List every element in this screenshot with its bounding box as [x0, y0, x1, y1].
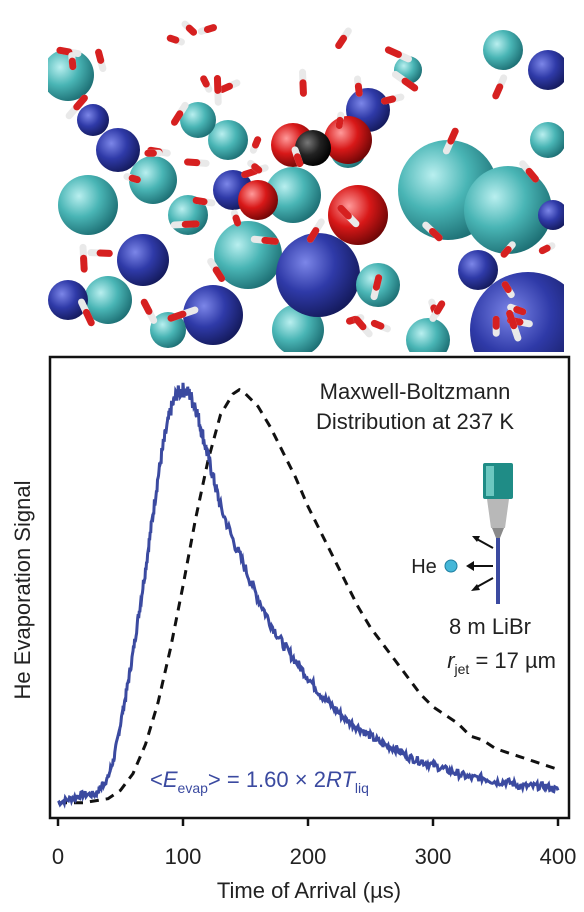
water-molecule [422, 221, 443, 242]
water-molecule [306, 218, 325, 243]
water-molecule [442, 127, 459, 155]
water-molecule [247, 159, 263, 174]
atom-sphere [96, 128, 140, 172]
atom-sphere [528, 50, 564, 90]
x-axis-label: Time of Arrival (µs) [217, 878, 401, 903]
atom-sphere [265, 167, 321, 223]
atom-sphere [406, 318, 450, 352]
simulation-scene [48, 0, 564, 352]
water-molecule [391, 70, 419, 92]
water-molecule [170, 101, 189, 126]
atom-sphere [276, 233, 360, 317]
atom-sphere [183, 285, 243, 345]
atom-sphere [150, 312, 186, 348]
atom-sphere [58, 175, 118, 235]
water-molecule [353, 75, 363, 97]
x-tick-label-200: 200 [290, 844, 327, 869]
atom-sphere [238, 180, 278, 220]
annotation-he: He [411, 556, 437, 578]
water-molecule [337, 204, 360, 228]
water-molecule [78, 298, 95, 327]
atom-sphere [77, 104, 109, 136]
liquid-jet-icon [466, 463, 513, 604]
water-molecule [370, 274, 383, 301]
x-tick-label-300: 300 [415, 844, 452, 869]
water-molecule [299, 68, 307, 97]
water-molecule [492, 74, 508, 100]
water-molecule [501, 281, 515, 299]
water-molecule [384, 46, 412, 63]
water-molecule [56, 46, 82, 58]
water-molecule [140, 298, 158, 324]
atom-sphere [483, 30, 523, 70]
atom-sphere [538, 200, 564, 230]
water-molecule [213, 75, 222, 106]
water-molecule [218, 79, 241, 93]
water-molecule [167, 306, 199, 322]
water-molecule [181, 20, 198, 36]
water-molecule [380, 93, 405, 105]
water-molecule [506, 309, 522, 342]
atom-sphere [129, 156, 177, 204]
atom-sphere [295, 130, 331, 166]
atom-sphere [328, 185, 388, 245]
water-molecule [123, 173, 141, 184]
atom-sphere [117, 234, 169, 286]
plot-frame [48, 355, 571, 820]
water-molecule [79, 243, 88, 273]
atom-sphere [180, 102, 216, 138]
y-axis-label: He Evaporation Signal [10, 481, 35, 700]
atom-sphere [324, 116, 372, 164]
atom-sphere [84, 276, 132, 324]
water-molecule [200, 75, 213, 93]
water-molecule [335, 27, 352, 50]
atom-sphere [48, 49, 94, 101]
water-molecule [291, 146, 304, 168]
water-molecule [197, 24, 217, 35]
water-molecule [429, 300, 446, 322]
x-tick-label-0: 0 [52, 844, 64, 869]
helium-atom-icon [444, 559, 458, 573]
water-molecule [184, 158, 210, 167]
water-molecule [335, 111, 345, 130]
water-molecule [192, 196, 216, 207]
water-molecule [370, 319, 391, 333]
water-molecule [87, 249, 113, 257]
water-molecule [207, 257, 226, 282]
water-molecule [538, 242, 556, 255]
atom-sphere [530, 122, 564, 158]
water-molecule [507, 303, 527, 316]
annotation-maxwell-boltzmann: Maxwell-Boltzmann [320, 379, 511, 404]
series-maxwell-boltzmann-line [58, 387, 559, 805]
water-molecule [230, 209, 242, 227]
annotation-salt: 8 m LiBr [449, 614, 531, 639]
water-molecule [166, 34, 185, 46]
water-molecule [65, 94, 88, 120]
water-molecule [249, 136, 262, 154]
water-molecule [95, 48, 107, 72]
atom-sphere [458, 250, 498, 290]
series-he-evaporation-line [57, 382, 560, 809]
atom-sphere [208, 120, 248, 160]
water-molecule [353, 316, 373, 338]
water-molecule [519, 160, 540, 183]
water-molecule [170, 220, 200, 229]
annotation-evaporation-energy: <Eevap> = 1.60 × 2RTliq [150, 767, 369, 796]
water-molecule [250, 235, 279, 245]
water-molecule [68, 52, 77, 71]
molecular-dynamics-snapshot [48, 0, 564, 352]
x-tick-label-400: 400 [540, 844, 577, 869]
water-molecule [500, 241, 516, 258]
atom-sphere [48, 280, 88, 320]
annotation-jet-radius: rjet = 17 µm [447, 648, 556, 677]
x-tick-label-100: 100 [165, 844, 202, 869]
atom-sphere [464, 166, 552, 254]
annotation-distribution-temperature: Distribution at 237 K [316, 409, 514, 434]
